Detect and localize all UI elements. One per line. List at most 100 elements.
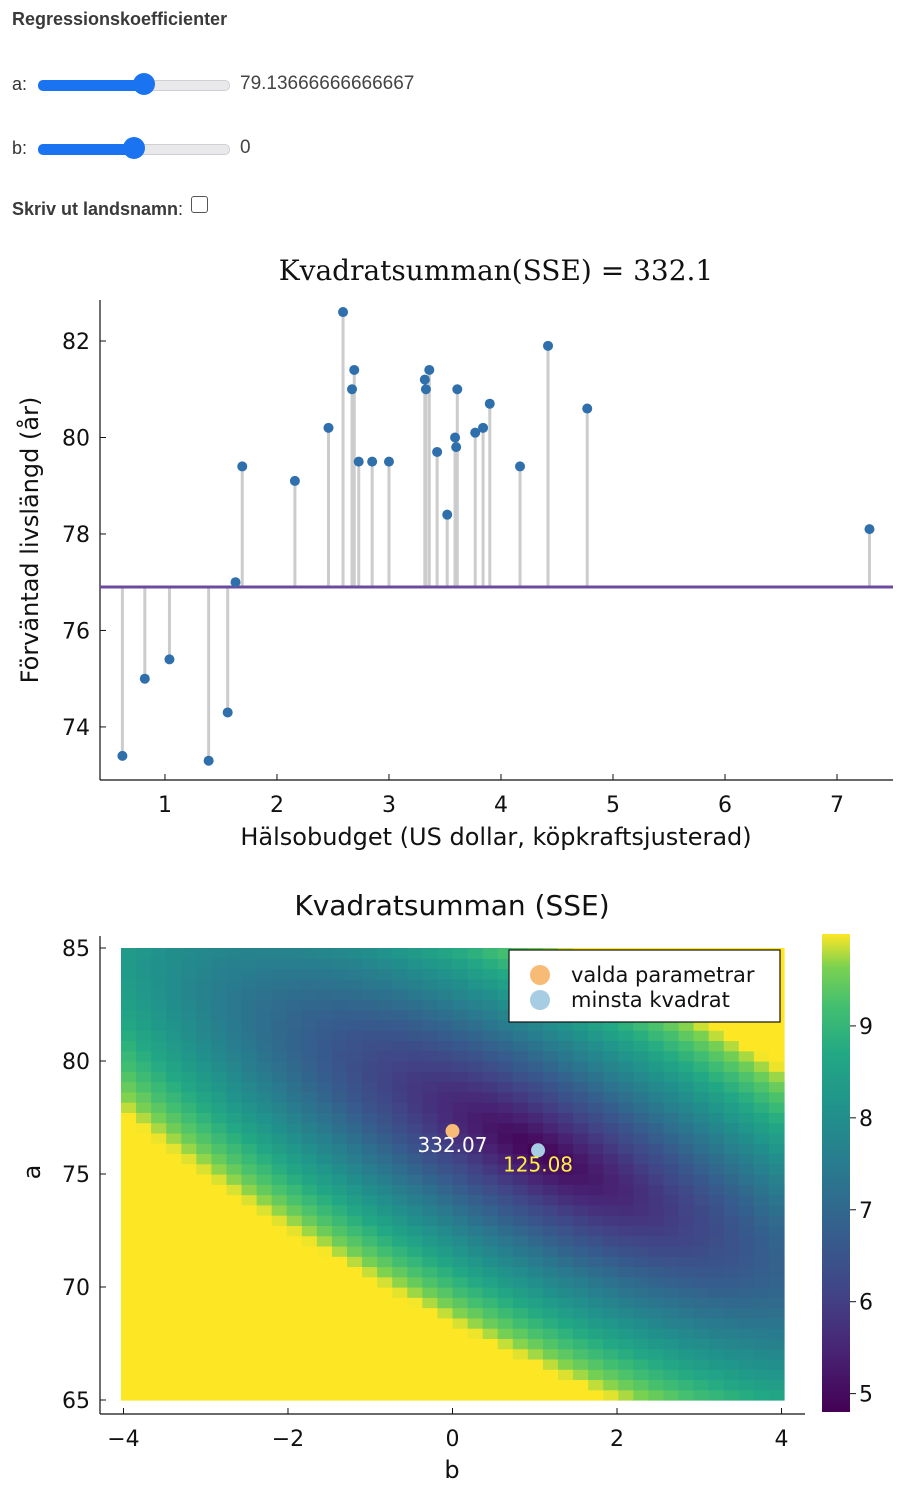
heatmap-cell xyxy=(136,1328,152,1339)
slider-b-thumb[interactable] xyxy=(123,137,145,159)
heatmap-cell xyxy=(241,1019,258,1031)
heatmap-cell xyxy=(136,1071,152,1083)
heatmap-cell xyxy=(286,1081,303,1093)
slider-a-thumb[interactable] xyxy=(133,73,156,95)
heatmap-cell xyxy=(753,1163,770,1175)
heatmap-cell xyxy=(753,1389,770,1401)
heatmap-cell xyxy=(618,1307,634,1319)
heatmap-cell xyxy=(467,1287,484,1298)
heatmap-cell xyxy=(271,1204,288,1216)
data-point xyxy=(338,307,349,318)
heatmap-cell xyxy=(196,1040,213,1052)
heatmap-cell xyxy=(663,1256,680,1268)
heatmap-cell xyxy=(437,1266,454,1278)
heatmap-cell xyxy=(452,958,469,970)
heatmap-cell xyxy=(497,1081,514,1093)
heatmap-cell xyxy=(331,1091,348,1103)
heatmap-cell xyxy=(316,1256,333,1268)
heatmap-cell xyxy=(316,1050,333,1062)
heatmap-cell xyxy=(678,1328,695,1339)
heatmap-cell xyxy=(633,1163,649,1175)
heatmap-cell xyxy=(407,1174,423,1185)
heatmap-cell xyxy=(708,1102,725,1113)
heatmap-cell xyxy=(286,999,303,1011)
heatmap-cell xyxy=(497,948,514,959)
heatmap-cell xyxy=(633,1204,649,1216)
heatmap-cell xyxy=(121,1081,137,1093)
heatmap-cell xyxy=(708,1091,725,1103)
heatmap-cell xyxy=(527,1225,544,1237)
heatmap-cell xyxy=(618,1235,634,1247)
heatmap-cell xyxy=(241,1245,258,1257)
heatmap-cell xyxy=(196,1194,213,1206)
heatmap-axes xyxy=(99,936,805,1415)
x-tick-label: 6 xyxy=(718,793,732,818)
heatmap-cell xyxy=(211,1040,228,1052)
heatmap-cell xyxy=(557,1358,574,1370)
heatmap-cell xyxy=(542,1287,559,1298)
heatmap-cell xyxy=(211,1174,228,1185)
heatmap-cell xyxy=(738,1266,755,1278)
heatmap-cell xyxy=(256,968,273,980)
slider-a[interactable] xyxy=(38,72,230,96)
heatmap-cell xyxy=(603,1379,619,1391)
heatmap-cell xyxy=(347,1328,363,1339)
heatmap-cell xyxy=(181,1019,197,1031)
data-point xyxy=(478,422,489,433)
heatmap-cell xyxy=(618,1297,634,1309)
heatmap-cell xyxy=(362,1379,378,1391)
heatmap-cell xyxy=(166,1184,182,1196)
heatmap-cell xyxy=(347,1276,363,1288)
heatmap-cell xyxy=(286,1348,303,1360)
heatmap-cell xyxy=(648,1081,665,1093)
heatmap-cell xyxy=(467,1071,484,1083)
heatmap-cell xyxy=(452,1204,469,1216)
heatmap-cell xyxy=(497,968,514,980)
heatmap-cell xyxy=(663,1061,680,1072)
heatmap-cell xyxy=(527,1163,544,1175)
heatmap-cell xyxy=(557,1112,574,1124)
heatmap-cell xyxy=(422,1184,439,1196)
heatmap-cell xyxy=(331,1071,348,1083)
heatmap-cell xyxy=(301,1163,318,1175)
heatmap-cell xyxy=(557,1153,574,1165)
heatmap-cell xyxy=(648,1122,665,1134)
heatmap-cell xyxy=(271,958,288,970)
heatmap-cell xyxy=(648,1194,665,1206)
heatmap-cell xyxy=(331,1389,348,1401)
heatmap-cell xyxy=(678,1019,695,1031)
heatmap-cell xyxy=(271,1235,288,1247)
x-tick-label: 5 xyxy=(606,793,620,818)
heatmap-cell xyxy=(452,978,469,990)
heatmap-cell xyxy=(136,1358,152,1370)
heatmap-cell xyxy=(196,1071,213,1083)
heatmap-cell xyxy=(256,1328,273,1339)
heatmap-cell xyxy=(437,1287,454,1298)
heatmap-cell xyxy=(377,1009,393,1021)
heatmap-cell xyxy=(151,1132,167,1144)
heatmap-cell xyxy=(753,1287,770,1298)
heatmap-cell xyxy=(557,1019,574,1031)
heatmap-cell xyxy=(768,1338,785,1350)
heatmap-cell xyxy=(437,1225,454,1237)
heatmap-cell xyxy=(151,1369,167,1381)
heatmap-cell xyxy=(527,1297,544,1309)
heatmap-cell xyxy=(181,1358,197,1370)
heatmap-cell xyxy=(392,1163,408,1175)
heatmap-cell xyxy=(181,1009,197,1021)
heatmap-cell xyxy=(377,1225,393,1237)
heatmap-cell xyxy=(316,1348,333,1360)
slider-b[interactable] xyxy=(38,136,230,160)
heatmap-cell xyxy=(573,1245,589,1257)
heatmap-cell xyxy=(648,1091,665,1103)
heatmap-cell xyxy=(512,1061,529,1072)
heatmap-cell xyxy=(286,1091,303,1103)
heatmap-cell xyxy=(768,1081,785,1093)
heatmap-cell xyxy=(151,1184,167,1196)
country-names-checkbox[interactable] xyxy=(191,195,209,213)
legend-box xyxy=(508,949,781,1023)
heatmap-cell xyxy=(241,989,258,1000)
heatmap-cell xyxy=(347,1091,363,1103)
heatmap-cell xyxy=(723,1184,740,1196)
heatmap-cell xyxy=(286,1184,303,1196)
